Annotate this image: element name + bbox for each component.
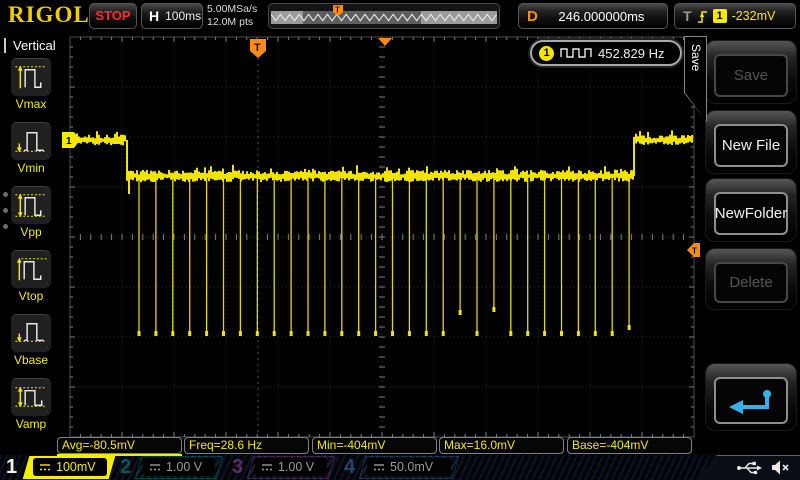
menu-item-label: Vamp [15, 417, 47, 431]
left-menu-title: Vertical [4, 38, 62, 53]
frequency-value: 452.829 Hz [598, 45, 665, 61]
graticule-and-trace: 1 T T [62, 36, 700, 438]
vmin-icon [11, 122, 51, 160]
speaker-muted-icon [772, 460, 789, 475]
measurement-avg[interactable]: Avg=-80.5mV [57, 437, 182, 456]
menu-button-label: New File [714, 124, 788, 167]
frequency-counter: 1 452.829 Hz [530, 40, 682, 66]
menu-button-label: Save [714, 54, 788, 97]
timebase-scale: 100ms [165, 9, 202, 23]
channel-3-settings[interactable]: 1.00 V [255, 458, 327, 476]
measurement-freq[interactable]: Freq=28.6 Hz [184, 437, 309, 454]
page-dot [3, 192, 8, 197]
menu-button-save[interactable]: Save [705, 40, 797, 104]
center-position-marker [378, 38, 392, 46]
menu-item-label: Vbase [13, 353, 49, 367]
timebase-strip-graphic: T [270, 5, 498, 24]
svg-text:T: T [254, 42, 261, 54]
vmax-icon [11, 58, 51, 96]
menu-item-vmax[interactable]: Vmax [0, 58, 62, 120]
measurement-min[interactable]: Min=-404mV [312, 437, 437, 454]
menu-tab-label: Save [689, 44, 703, 72]
channel-3-number[interactable]: 3 [232, 456, 244, 478]
menu-button-new-file[interactable]: New File [705, 110, 797, 174]
dc-coupling-icon [40, 463, 50, 470]
memory-depth: 12.0M pts [207, 16, 254, 28]
acquisition-info: 5.00MSa/s 12.0M pts [207, 3, 257, 29]
trigger-source-badge: 1 [712, 9, 727, 23]
page-dot [3, 224, 8, 229]
channel-1-scale: 100mV [56, 460, 96, 474]
dc-coupling-icon [374, 463, 384, 470]
delay-offset-box[interactable]: D 246.000000ms [518, 3, 668, 29]
vamp-icon [11, 378, 51, 416]
vbase-icon [11, 314, 51, 352]
delay-value: 246.000000ms [558, 8, 645, 24]
channel-2-settings[interactable]: 1.00 V [143, 458, 215, 476]
menu-item-vmin[interactable]: Vmin [0, 122, 62, 184]
delay-label: D [527, 7, 538, 25]
menu-item-label: Vpp [20, 225, 42, 239]
channel-2-scale: 1.00 V [166, 460, 203, 474]
menu-item-label: Vmin [17, 161, 45, 175]
measurement-base[interactable]: Base=-404mV [567, 437, 692, 454]
menu-item-vpp[interactable]: Vpp [0, 186, 62, 248]
trigger-info-box[interactable]: T 1 -232mV [674, 3, 796, 29]
channel-2-number[interactable]: 2 [120, 456, 132, 478]
usb-icon [737, 461, 762, 475]
channel-4-number[interactable]: 4 [344, 456, 356, 478]
horizontal-timebase-box[interactable]: H 100ms [141, 3, 203, 29]
square-wave-icon [560, 48, 592, 58]
channel-1-number[interactable]: 1 [6, 456, 18, 478]
timebase-overview-strip[interactable]: T [268, 3, 500, 29]
waveform-display-area: 1 T T [62, 32, 700, 450]
rising-edge-icon [697, 10, 707, 23]
menu-item-vamp[interactable]: Vamp [0, 378, 62, 440]
vpp-icon [11, 186, 51, 224]
svg-text:T: T [335, 6, 340, 15]
svg-text:1: 1 [66, 136, 72, 147]
menu-item-label: Vmax [15, 97, 47, 111]
trigger-level-value: -232mV [731, 9, 776, 23]
channel-1-ground-marker [62, 132, 80, 148]
channel-status-bar: 1 100mV 2 1.00 V 3 1.00 V [0, 455, 800, 480]
menu-button-new-folder[interactable]: NewFolder [705, 178, 797, 242]
trigger-position-marker [250, 39, 266, 58]
sample-rate: 5.00MSa/s [207, 3, 258, 15]
svg-text:T: T [692, 247, 697, 256]
return-arrow-icon [714, 377, 788, 424]
menu-button-back[interactable] [705, 363, 797, 431]
channel-1-badge: 1 [539, 45, 554, 61]
right-soft-menu: Save New File NewFolder Delete [700, 32, 800, 450]
menu-item-label: Vtop [18, 289, 44, 303]
left-measure-menu: Vertical Vmax Vmin Vpp [0, 32, 62, 450]
trigger-level-marker [687, 243, 700, 257]
run-state-indicator[interactable]: STOP [89, 3, 137, 29]
menu-item-vbase[interactable]: Vbase [0, 314, 62, 376]
measurement-max[interactable]: Max=16.0mV [439, 437, 564, 454]
dc-coupling-icon [150, 463, 160, 470]
trigger-label: T [683, 8, 692, 24]
strip-trigger-marker [333, 5, 343, 16]
page-dot [3, 208, 8, 213]
top-status-bar: RIGOL STOP H 100ms 5.00MSa/s 12.0M pts T… [0, 0, 800, 32]
dc-coupling-icon [262, 463, 272, 470]
horizontal-label: H [149, 8, 160, 24]
menu-button-delete[interactable]: Delete [705, 248, 797, 310]
channel-4-scale: 50.0mV [390, 460, 434, 474]
channel-1-settings[interactable]: 100mV [33, 458, 107, 476]
menu-button-label: NewFolder [714, 192, 788, 235]
channel-3-scale: 1.00 V [278, 460, 315, 474]
rigol-logo: RIGOL [8, 2, 90, 27]
menu-button-label: Delete [714, 262, 788, 303]
menu-item-vtop[interactable]: Vtop [0, 250, 62, 312]
channel-4-settings[interactable]: 50.0mV [367, 458, 451, 476]
vtop-icon [11, 250, 51, 288]
